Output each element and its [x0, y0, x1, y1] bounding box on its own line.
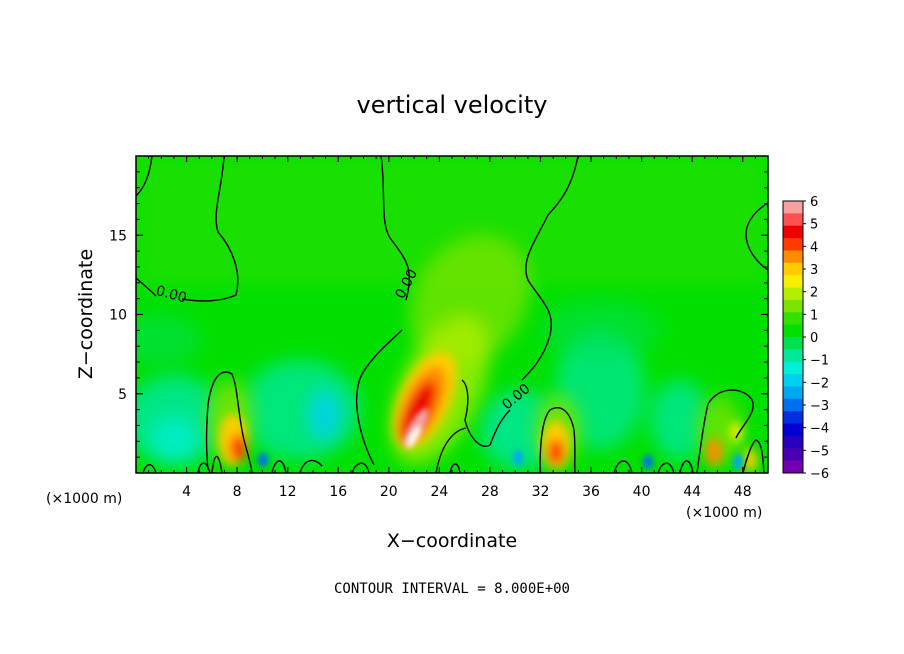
colorbar-swatch [783, 312, 803, 326]
updraft-peak [403, 408, 429, 448]
colorbar: 6 5 4 3 2 1 0 −1 −2 −3 −4 −5 −6 [782, 195, 829, 482]
colorbar-swatch [783, 448, 803, 462]
x-tick-label: 24 [430, 484, 448, 500]
y-tick-label: 10 [109, 308, 127, 324]
colorbar-label: −1 [810, 354, 829, 369]
colorbar-swatch [783, 225, 803, 239]
x-tick-label: 44 [683, 484, 701, 500]
colorbar-swatch [783, 262, 803, 276]
colorbar-label: 3 [810, 263, 818, 278]
colorbar-swatch [783, 386, 803, 400]
colorbar-swatch [783, 423, 803, 437]
colorbar-swatch [783, 374, 803, 387]
colorbar-label: 4 [810, 240, 818, 255]
x-tick-label: 32 [532, 484, 550, 500]
colorbar-label: −5 [810, 444, 829, 459]
x-axis-label: X−coordinate [387, 530, 517, 552]
colorbar-label: 2 [810, 286, 818, 301]
downdraft-cores [258, 450, 743, 470]
x-tick-label: 40 [633, 484, 651, 500]
x-tick-label: 36 [582, 484, 600, 500]
x-unit-right: (×1000 m) [686, 505, 762, 521]
colorbar-swatch [783, 238, 803, 251]
colorbar-swatch [783, 201, 803, 214]
plot-area: 0.00 0.000.00 [136, 156, 768, 473]
colorbar-swatch [783, 299, 803, 313]
contour-interval-note: CONTOUR INTERVAL = 8.000E+00 [334, 581, 570, 597]
zero-contours [136, 156, 768, 473]
colorbar-label: −3 [810, 399, 829, 414]
colorbar-swatch [783, 349, 803, 363]
x-ticks: 4 8 12 16 20 24 28 32 36 40 44 48 [148, 156, 756, 500]
colorbar-swatch [783, 411, 803, 425]
colorbar-swatch [783, 250, 803, 264]
colorbar-label: −2 [810, 376, 829, 391]
colorbar-swatch [783, 213, 803, 227]
colorbar-swatch [783, 324, 803, 338]
x-unit-left: (×1000 m) [46, 491, 122, 507]
colorbar-swatch [783, 361, 803, 375]
colorbar-swatch [783, 275, 803, 289]
x-tick-label: 8 [233, 484, 242, 500]
x-tick-label: 12 [279, 484, 297, 500]
colorbar-label: 6 [810, 195, 818, 210]
x-tick-label: 4 [182, 484, 191, 500]
colorbar-label: 1 [810, 308, 818, 323]
y-ticks: 5 10 15 [109, 171, 768, 458]
y-axis-label: Z−coordinate [75, 249, 97, 379]
x-tick-label: 28 [481, 484, 499, 500]
colorbar-swatch [783, 398, 803, 412]
x-tick-label: 20 [380, 484, 398, 500]
colorbar-label: −6 [810, 467, 829, 482]
y-tick-label: 15 [109, 228, 127, 244]
y-tick-label: 5 [118, 387, 127, 403]
colorbar-swatch [783, 460, 803, 474]
colorbar-label: 0 [810, 331, 818, 346]
colorbar-label: −4 [810, 422, 829, 437]
colorbar-swatch [783, 337, 803, 350]
x-tick-label: 16 [329, 484, 347, 500]
colorbar-swatch [783, 435, 803, 449]
colorbar-swatch [783, 287, 803, 301]
chart-title: vertical velocity [357, 91, 548, 119]
x-tick-label: 48 [734, 484, 752, 500]
contour-label: 0.00 [154, 283, 188, 307]
colorbar-label: 5 [810, 218, 818, 233]
